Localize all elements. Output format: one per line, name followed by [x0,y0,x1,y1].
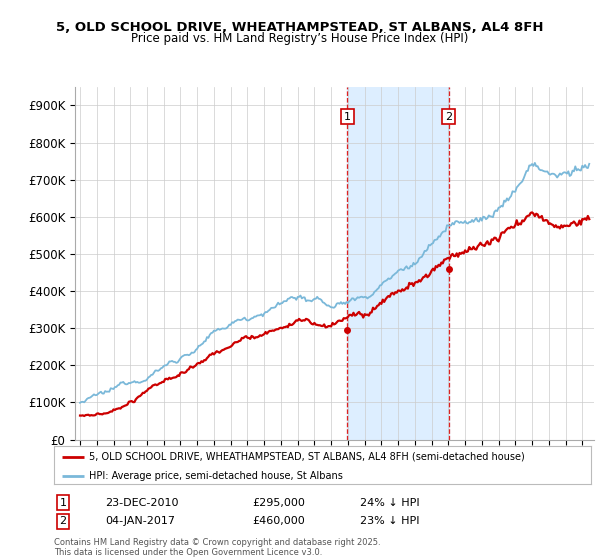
Text: 24% ↓ HPI: 24% ↓ HPI [360,498,419,508]
Text: £295,000: £295,000 [252,498,305,508]
Text: 5, OLD SCHOOL DRIVE, WHEATHAMPSTEAD, ST ALBANS, AL4 8FH: 5, OLD SCHOOL DRIVE, WHEATHAMPSTEAD, ST … [56,21,544,34]
Text: 5, OLD SCHOOL DRIVE, WHEATHAMPSTEAD, ST ALBANS, AL4 8FH (semi-detached house): 5, OLD SCHOOL DRIVE, WHEATHAMPSTEAD, ST … [89,452,524,462]
Text: 23% ↓ HPI: 23% ↓ HPI [360,516,419,526]
Text: 04-JAN-2017: 04-JAN-2017 [105,516,175,526]
Text: HPI: Average price, semi-detached house, St Albans: HPI: Average price, semi-detached house,… [89,471,343,481]
Text: Contains HM Land Registry data © Crown copyright and database right 2025.
This d: Contains HM Land Registry data © Crown c… [54,538,380,557]
Text: 23-DEC-2010: 23-DEC-2010 [105,498,179,508]
Text: £460,000: £460,000 [252,516,305,526]
Bar [347,87,449,440]
Text: Price paid vs. HM Land Registry’s House Price Index (HPI): Price paid vs. HM Land Registry’s House … [131,32,469,45]
Text: 2: 2 [59,516,67,526]
Text: 1: 1 [59,498,67,508]
Text: 1: 1 [344,111,351,122]
Text: 2: 2 [445,111,452,122]
